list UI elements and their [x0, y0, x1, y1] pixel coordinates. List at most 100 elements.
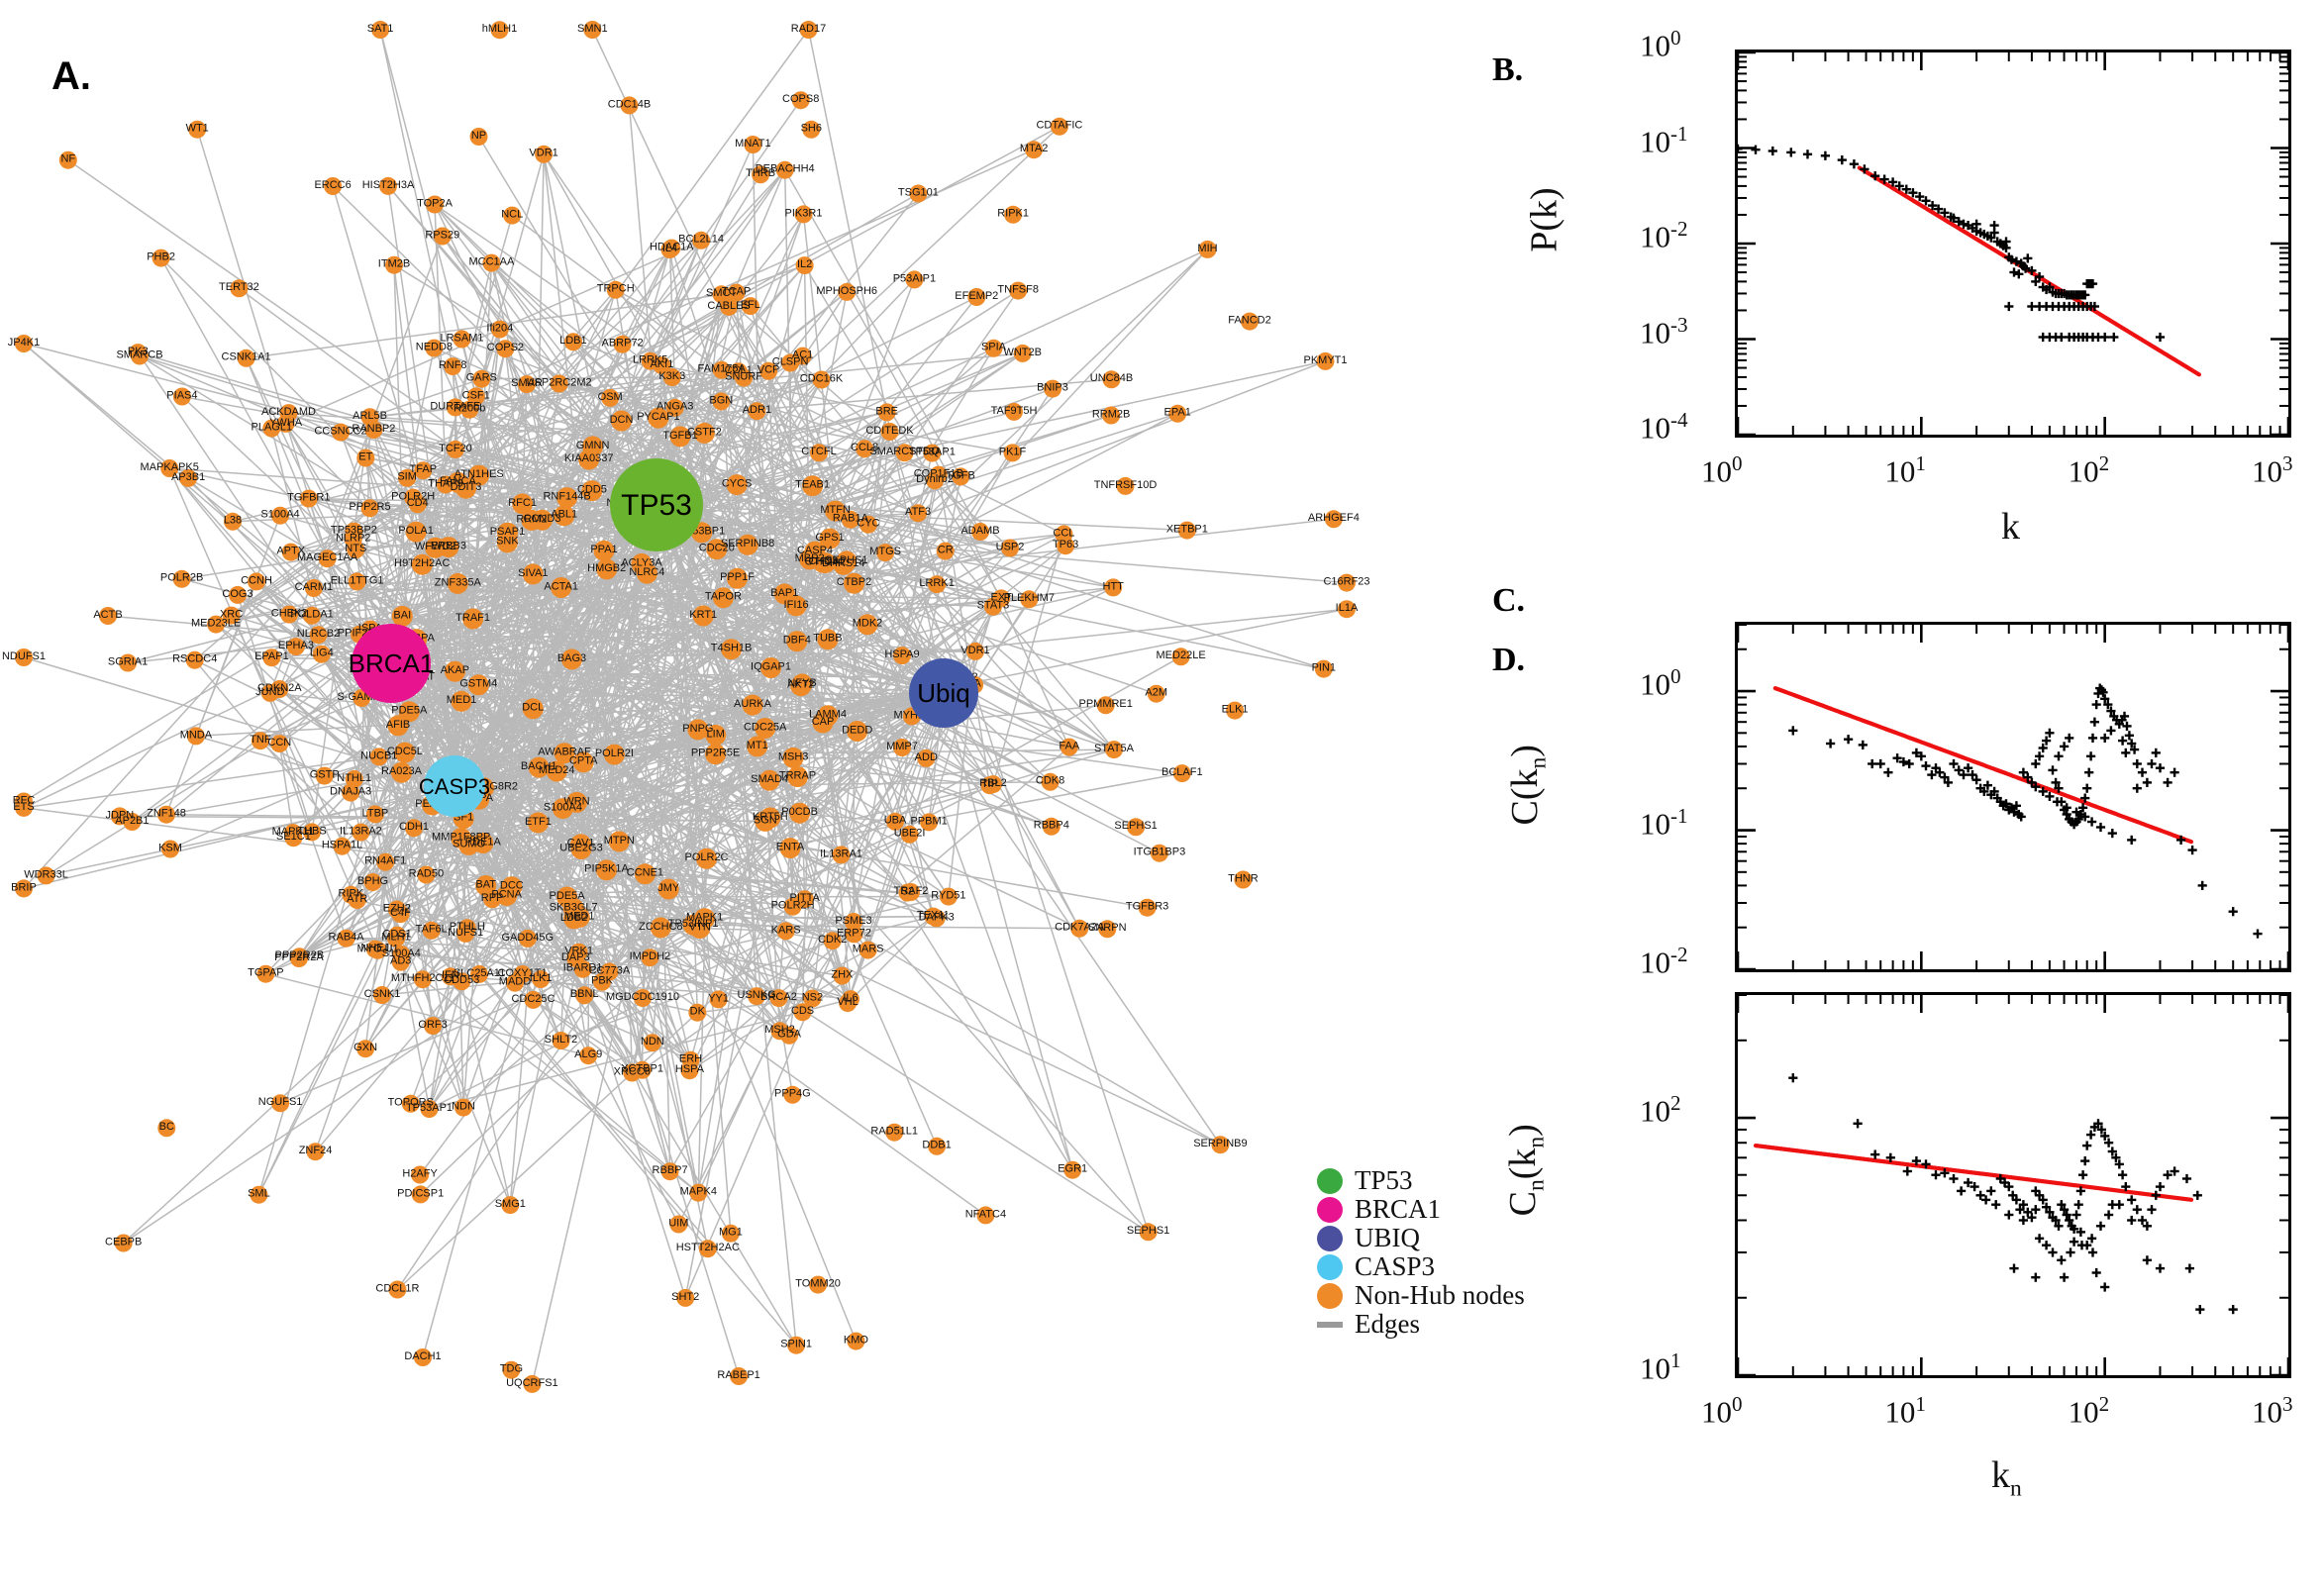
svg-text:CCNH: CCNH: [241, 574, 272, 586]
plot-d-ytick-1: 101: [1640, 1348, 1681, 1386]
svg-text:RAB4A: RAB4A: [329, 932, 365, 944]
svg-text:LRRK5: LRRK5: [633, 354, 667, 366]
svg-text:NF: NF: [60, 153, 75, 165]
svg-text:PDE5A: PDE5A: [391, 705, 428, 717]
svg-text:PPBM1: PPBM1: [910, 815, 947, 827]
legend-item-edges: Edges: [1317, 1309, 1515, 1339]
legend-dot-nonhub: [1317, 1282, 1343, 1309]
svg-text:MSH3: MSH3: [778, 750, 809, 762]
svg-text:FAM175A: FAM175A: [698, 363, 747, 375]
svg-text:PCNA: PCNA: [491, 889, 522, 901]
svg-text:CDK7A2A: CDK7A2A: [1055, 922, 1105, 934]
svg-text:CHEK2: CHEK2: [271, 608, 308, 620]
svg-text:GPS1: GPS1: [815, 532, 844, 544]
svg-text:PNPG: PNPG: [682, 723, 713, 735]
svg-text:HSPA1L: HSPA1L: [322, 840, 362, 851]
svg-text:NTHL1: NTHL1: [337, 772, 371, 784]
svg-text:SKB3GL7: SKB3GL7: [550, 902, 598, 914]
plot-c-canvas: [1736, 624, 2290, 971]
plot-b-ytick--3: 10-3: [1640, 312, 1688, 349]
svg-text:TP53BP2: TP53BP2: [331, 525, 377, 537]
svg-text:RPP: RPP: [481, 892, 504, 904]
svg-text:TOMM20: TOMM20: [795, 1278, 841, 1290]
svg-text:LDB2: LDB2: [560, 912, 588, 924]
svg-text:T4SH1B: T4SH1B: [711, 643, 753, 654]
svg-text:BGN: BGN: [709, 394, 733, 406]
svg-text:AP3B1: AP3B1: [171, 471, 205, 483]
svg-text:CDC16K: CDC16K: [800, 372, 844, 384]
svg-text:SLC25A11: SLC25A11: [454, 967, 505, 979]
svg-text:L38: L38: [224, 515, 242, 527]
svg-text:PDICSP1: PDICSP1: [397, 1187, 444, 1199]
svg-text:CDK8: CDK8: [1036, 775, 1064, 787]
svg-text:BBNL: BBNL: [570, 988, 599, 1000]
svg-text:NTS: NTS: [345, 543, 366, 554]
svg-text:ERP72: ERP72: [837, 927, 871, 939]
svg-text:WRN: WRN: [563, 795, 589, 807]
svg-text:CDD5: CDD5: [577, 484, 607, 496]
svg-text:ADAMB: ADAMB: [960, 525, 999, 537]
svg-text:TRPCH: TRPCH: [597, 283, 635, 295]
legend-item-casp3: CASP3: [1317, 1251, 1515, 1281]
svg-text:CDH1: CDH1: [399, 821, 429, 833]
svg-text:NUFS1: NUFS1: [448, 927, 483, 939]
svg-text:A2M: A2M: [1145, 687, 1167, 699]
svg-text:RRM2: RRM2: [516, 513, 547, 525]
svg-text:CSNK1A1: CSNK1A1: [222, 351, 271, 363]
svg-text:DEBACHH4: DEBACHH4: [756, 163, 815, 175]
svg-text:XRC: XRC: [220, 609, 243, 621]
svg-text:NDUFS1: NDUFS1: [2, 650, 46, 662]
svg-text:MAPKAPK5: MAPKAPK5: [141, 461, 199, 473]
svg-text:TGFBR3: TGFBR3: [1126, 901, 1168, 913]
svg-text:CDD53: CDD53: [444, 974, 479, 986]
svg-text:SUMO: SUMO: [453, 838, 485, 849]
svg-text:PLEKHM7: PLEKHM7: [1004, 592, 1055, 604]
svg-text:PSME3: PSME3: [835, 915, 871, 927]
svg-text:BC: BC: [159, 1121, 174, 1133]
svg-text:ENTA: ENTA: [776, 842, 805, 853]
svg-text:TDG: TDG: [500, 1363, 523, 1375]
svg-text:WFWD2: WFWD2: [415, 541, 456, 552]
legend-label-edges: Edges: [1355, 1309, 1420, 1339]
svg-text:ADR1: ADR1: [743, 404, 771, 416]
svg-text:ZNF148: ZNF148: [147, 808, 186, 820]
svg-text:DURTAFE: DURTAFE: [430, 400, 480, 412]
svg-text:NLRC4: NLRC4: [629, 566, 664, 578]
svg-text:SMCT: SMCT: [706, 287, 737, 299]
network-graph: ARL5B TAF6L GDA ALG9 MAGEC1AA MCC1AA DHRS14 CDC…: [2, 21, 1370, 1393]
svg-text:EGR1: EGR1: [1058, 1163, 1087, 1175]
svg-text:CDK2: CDK2: [818, 934, 847, 946]
svg-text:MSH2: MSH2: [764, 1024, 795, 1036]
svg-text:MED23LE: MED23LE: [191, 618, 241, 630]
svg-text:MIH: MIH: [1197, 243, 1217, 254]
svg-text:PITTA: PITTA: [790, 892, 821, 904]
svg-text:LIG4: LIG4: [310, 648, 334, 659]
svg-text:P0CDB: P0CDB: [781, 806, 818, 818]
svg-text:MED22LE: MED22LE: [1157, 649, 1206, 661]
svg-text:CASP4: CASP4: [797, 545, 833, 556]
svg-text:BRIP: BRIP: [11, 881, 37, 893]
svg-text:CCNE1: CCNE1: [627, 867, 663, 879]
svg-text:SPIA: SPIA: [981, 342, 1007, 353]
panel-letter-c: C.: [1492, 582, 1526, 619]
svg-text:H2AFY: H2AFY: [402, 1167, 438, 1179]
svg-text:TERT32: TERT32: [219, 281, 259, 293]
svg-text:JP4K1: JP4K1: [8, 337, 40, 349]
svg-text:CSNK1: CSNK1: [364, 988, 401, 1000]
svg-text:BRCA1: BRCA1: [349, 648, 435, 678]
svg-text:ELL1TTG1: ELL1TTG1: [331, 574, 384, 586]
svg-text:TRRAP: TRRAP: [779, 770, 816, 782]
svg-text:DAPK3: DAPK3: [919, 911, 955, 923]
svg-text:AP2B1: AP2B1: [115, 815, 149, 827]
svg-text:ETF1: ETF1: [525, 816, 552, 828]
svg-text:AKT2: AKT2: [787, 679, 815, 691]
svg-text:SIM: SIM: [397, 471, 417, 483]
svg-text:SMN1: SMN1: [577, 23, 608, 35]
svg-text:BPHG: BPHG: [357, 875, 388, 887]
svg-text:LRSAM1: LRSAM1: [440, 332, 483, 344]
svg-text:TOP2A: TOP2A: [417, 197, 454, 209]
svg-text:CSF1: CSF1: [462, 389, 490, 401]
svg-text:MAPK1: MAPK1: [686, 912, 723, 924]
svg-text:CTBP2: CTBP2: [837, 576, 871, 588]
svg-text:SHT2: SHT2: [671, 1291, 699, 1303]
